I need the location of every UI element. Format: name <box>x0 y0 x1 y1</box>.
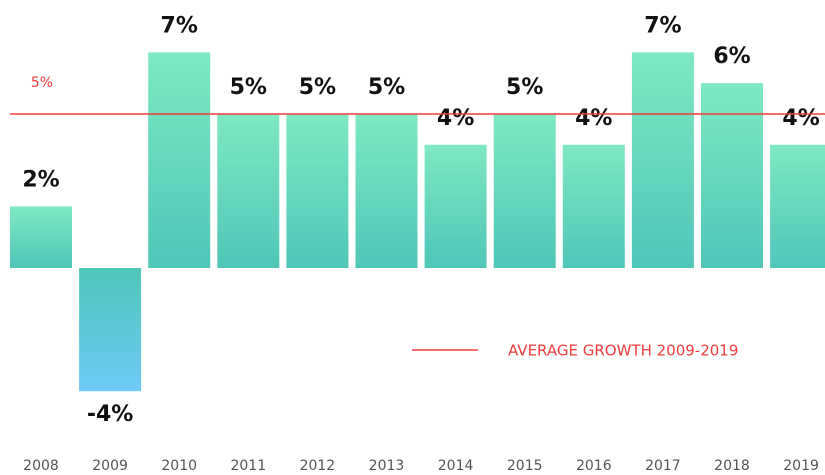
data-label: -4% <box>87 402 133 427</box>
bar <box>631 52 694 269</box>
x-tick-label: 2016 <box>576 458 612 474</box>
x-tick-label: 2015 <box>507 458 543 474</box>
bar <box>217 114 280 268</box>
x-tick-label: 2008 <box>23 458 59 474</box>
x-tick-label: 2011 <box>230 458 266 474</box>
bar <box>79 268 142 392</box>
data-label: 7% <box>644 13 681 38</box>
x-tick-label: 2014 <box>438 458 474 474</box>
data-label: 5% <box>506 75 543 100</box>
data-label: 5% <box>299 75 336 100</box>
x-tick-label: 2013 <box>369 458 405 474</box>
bar <box>10 206 72 268</box>
data-label: 4% <box>437 106 474 131</box>
x-tick-label: 2017 <box>645 458 681 474</box>
x-tick-label: 2012 <box>300 458 336 474</box>
bar <box>148 52 211 269</box>
x-tick-label: 2018 <box>714 458 750 474</box>
data-label: 5% <box>368 75 405 100</box>
x-tick-label: 2010 <box>161 458 197 474</box>
bar <box>355 114 418 268</box>
x-tick-label: 2019 <box>783 458 819 474</box>
data-label: 7% <box>161 13 198 38</box>
bar <box>424 144 487 268</box>
bar <box>562 144 625 268</box>
data-label: 5% <box>230 75 267 100</box>
bar <box>286 114 349 268</box>
average-label: 5% <box>31 75 53 91</box>
bar <box>770 144 825 268</box>
data-label: 4% <box>782 106 819 131</box>
data-label: 4% <box>575 106 612 131</box>
bar <box>701 83 763 268</box>
data-label: 6% <box>713 44 750 69</box>
legend-label: AVERAGE GROWTH 2009-2019 <box>508 342 738 360</box>
x-tick-label: 2009 <box>92 458 128 474</box>
data-label: 2% <box>22 167 59 192</box>
bar <box>493 114 556 268</box>
